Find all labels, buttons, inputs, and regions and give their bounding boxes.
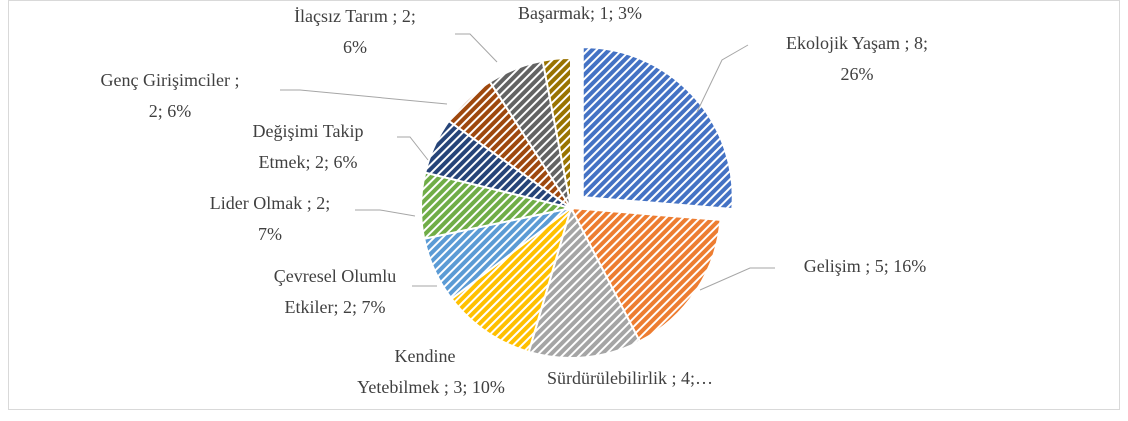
- pie-slice: [450, 205, 573, 354]
- data-label: Ekolojik Yaşam ; 8;: [786, 33, 928, 53]
- pie-slice: [541, 56, 572, 209]
- leader-line: [696, 44, 749, 113]
- data-label: 6%: [343, 37, 367, 57]
- data-label: 7%: [258, 224, 282, 244]
- data-label: Sürdürülebilirlik ; 4;…: [547, 368, 713, 388]
- data-label: İlaçsız Tarım ; 2;: [294, 6, 416, 26]
- pie-slice: [569, 206, 722, 343]
- pie-slice: [527, 205, 642, 359]
- data-label: Gelişim ; 5; 16%: [804, 256, 927, 276]
- data-label: Genç Girişimciler ;: [101, 70, 240, 90]
- pie-slice: [581, 46, 734, 211]
- data-label: Çevresel Olumlu: [274, 266, 396, 286]
- data-label: Lider Olmak ; 2;: [210, 193, 330, 213]
- leader-line: [280, 89, 448, 105]
- data-label: Yetebilmek ; 3; 10%: [357, 377, 505, 397]
- leader-line: [455, 33, 498, 63]
- data-label: Etmek; 2; 6%: [259, 152, 358, 172]
- leader-line: [355, 209, 416, 217]
- data-label: 26%: [841, 64, 874, 84]
- leader-line: [397, 136, 429, 161]
- data-label: Başarmak; 1; 3%: [518, 3, 642, 23]
- data-label: Kendine: [395, 346, 456, 366]
- leader-line: [699, 267, 775, 291]
- data-label: 2; 6%: [149, 101, 192, 121]
- data-label: Etkiler; 2; 7%: [285, 297, 386, 317]
- data-label: Değişimi Takip: [253, 121, 364, 141]
